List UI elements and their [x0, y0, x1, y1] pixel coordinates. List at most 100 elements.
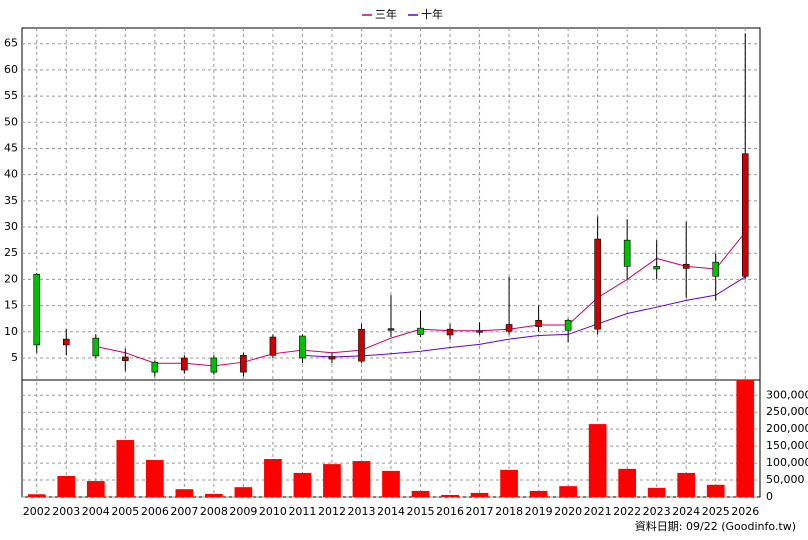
x-tick-label: 2025 [702, 505, 730, 518]
y2-tick-label: 150,000 [766, 439, 808, 452]
candle-body [505, 324, 513, 332]
candle-body [269, 336, 277, 356]
legend-label: 十年 [421, 7, 443, 21]
volume-bar [411, 490, 430, 497]
y-tick-label: 55 [4, 89, 18, 102]
volume-bar [441, 494, 459, 497]
volume-bar [27, 494, 46, 497]
candle-body [92, 337, 100, 357]
y2-tick-label: 250,000 [766, 405, 808, 418]
volume-bar [86, 481, 105, 497]
candle-body [564, 319, 572, 331]
candle-body [210, 357, 218, 373]
candle-body [712, 261, 720, 277]
candle-body [181, 357, 188, 371]
x-tick-label: 2019 [525, 505, 553, 518]
y-tick-label: 5 [11, 351, 18, 364]
x-tick-label: 2015 [407, 505, 435, 518]
y-tick-label: 50 [4, 115, 18, 128]
x-tick-label: 2026 [731, 505, 759, 518]
y-tick-label: 30 [4, 220, 18, 233]
candle-body [122, 356, 129, 361]
volume-bar [500, 469, 518, 497]
candle-body [446, 328, 454, 336]
y-tick-label: 35 [4, 194, 18, 207]
candle-body [535, 319, 542, 327]
candle-body [62, 338, 70, 346]
y2-tick-label: 50,000 [766, 473, 805, 486]
x-tick-label: 2003 [52, 505, 80, 518]
x-tick-label: 2017 [466, 505, 494, 518]
x-tick-label: 2021 [584, 505, 612, 518]
x-tick-label: 2008 [200, 505, 228, 518]
candle-body [476, 330, 483, 333]
x-tick-label: 2004 [82, 505, 110, 518]
volume-bar [145, 460, 164, 497]
candle-body [299, 335, 306, 359]
volume-bar [57, 475, 76, 497]
x-tick-label: 2014 [377, 505, 405, 518]
volume-bar [706, 484, 725, 497]
volume-bar [234, 487, 253, 497]
x-tick-label: 2010 [259, 505, 287, 518]
volume-bar [736, 379, 755, 497]
footer: 資料日期: 09/22 (Goodinfo.tw) [635, 519, 796, 533]
candle-body [741, 153, 749, 277]
x-tick-label: 2020 [554, 505, 582, 518]
volume-bar [293, 472, 312, 497]
y2-tick-label: 300,000 [766, 388, 808, 401]
x-tick-label: 2012 [318, 505, 346, 518]
y-tick-label: 65 [4, 37, 18, 50]
x-tick-label: 2018 [495, 505, 523, 518]
candle-body [417, 327, 424, 335]
x-tick-label: 2022 [613, 505, 641, 518]
x-tick-label: 2005 [111, 505, 139, 518]
y-tick-label: 25 [4, 246, 18, 259]
volume-bar [382, 470, 400, 497]
candle-body [328, 356, 336, 360]
candle-body [594, 238, 601, 330]
volume-bar [618, 468, 637, 497]
candle-body [387, 328, 395, 331]
volume-bar [264, 459, 282, 497]
x-tick-label: 2013 [347, 505, 375, 518]
volume-bar [529, 490, 548, 497]
volume-bar [175, 489, 194, 497]
x-tick-label: 2006 [141, 505, 169, 518]
x-tick-label: 2016 [436, 505, 464, 518]
y-tick-label: 15 [4, 299, 18, 312]
y2-tick-label: 200,000 [766, 422, 808, 435]
legend-label: 三年 [375, 7, 397, 21]
volume-bar [647, 487, 666, 497]
y-tick-label: 40 [4, 168, 18, 181]
candle-body [358, 328, 365, 362]
volume-bar [205, 493, 223, 497]
y2-tick-label: 100,000 [766, 456, 808, 469]
volume-bar [470, 492, 489, 497]
y-tick-label: 60 [4, 63, 18, 76]
y-tick-label: 10 [4, 325, 18, 338]
candle-body [33, 273, 41, 346]
x-tick-label: 2011 [288, 505, 316, 518]
candle-body [240, 355, 247, 373]
y-tick-label: 20 [4, 272, 18, 285]
candle-body [682, 263, 690, 269]
volume-bar [352, 461, 371, 497]
x-tick-label: 2009 [229, 505, 257, 518]
x-tick-label: 2002 [23, 505, 51, 518]
volume-bar [588, 424, 607, 497]
candle-body [623, 239, 631, 267]
x-tick-label: 2023 [643, 505, 671, 518]
candle-body [151, 361, 159, 373]
y2-tick-label: 0 [766, 490, 773, 503]
volume-bar [323, 464, 341, 497]
volume-bar [559, 486, 577, 497]
x-tick-label: 2007 [170, 505, 198, 518]
volume-bar [116, 440, 135, 497]
line-series [302, 276, 746, 358]
y-tick-label: 45 [4, 141, 18, 154]
candle-body [653, 266, 660, 270]
volume-bar [677, 472, 696, 497]
x-tick-label: 2024 [672, 505, 700, 518]
